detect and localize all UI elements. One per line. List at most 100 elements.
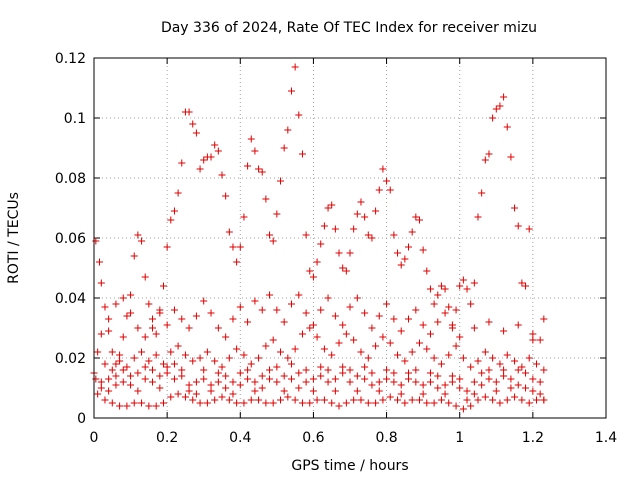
data-point xyxy=(123,402,131,410)
y-tick-label: 0.04 xyxy=(55,291,86,307)
data-point xyxy=(240,399,248,407)
data-point xyxy=(251,387,259,395)
data-point xyxy=(511,393,519,401)
data-point xyxy=(149,378,157,386)
data-point xyxy=(291,396,299,404)
data-point xyxy=(405,243,413,251)
data-point xyxy=(324,204,332,212)
data-point xyxy=(408,396,416,404)
data-point xyxy=(383,366,391,374)
data-point xyxy=(419,246,427,254)
data-point xyxy=(518,396,526,404)
data-point xyxy=(412,378,420,386)
data-point xyxy=(448,378,456,386)
data-point xyxy=(540,315,548,323)
data-point xyxy=(222,192,230,200)
data-point xyxy=(266,231,274,239)
data-point xyxy=(456,282,464,290)
data-point xyxy=(452,402,460,410)
data-point xyxy=(426,285,434,293)
data-point xyxy=(445,303,453,311)
data-point xyxy=(178,372,186,380)
data-point xyxy=(324,294,332,302)
data-point xyxy=(383,375,391,383)
data-point xyxy=(214,324,222,332)
data-point xyxy=(159,282,167,290)
data-point xyxy=(331,387,339,395)
data-point xyxy=(130,252,138,260)
data-point xyxy=(514,321,522,329)
data-point xyxy=(361,363,369,371)
data-point xyxy=(361,309,369,317)
data-point xyxy=(225,228,233,236)
data-point xyxy=(496,102,504,110)
data-point xyxy=(203,399,211,407)
data-point xyxy=(536,336,544,344)
data-point xyxy=(522,282,530,290)
y-tick-label: 0.06 xyxy=(55,231,86,247)
data-point xyxy=(478,369,486,377)
data-point xyxy=(262,342,270,350)
data-point xyxy=(540,366,548,374)
data-point xyxy=(434,318,442,326)
data-point xyxy=(236,303,244,311)
data-point xyxy=(386,339,394,347)
data-point xyxy=(478,189,486,197)
grid-lines xyxy=(94,58,606,418)
data-point xyxy=(309,387,317,395)
data-point xyxy=(273,363,281,371)
x-axis-label: GPS time / hours xyxy=(291,458,408,474)
data-point xyxy=(529,336,537,344)
data-point xyxy=(536,378,544,386)
data-point xyxy=(313,258,321,266)
data-point xyxy=(116,357,124,365)
data-point xyxy=(415,339,423,347)
data-point xyxy=(397,381,405,389)
data-point xyxy=(105,375,113,383)
data-point xyxy=(437,282,445,290)
data-point xyxy=(511,204,519,212)
data-point xyxy=(339,264,347,272)
data-point xyxy=(229,390,237,398)
data-point xyxy=(342,330,350,338)
data-point xyxy=(448,372,456,380)
data-point xyxy=(474,396,482,404)
data-point xyxy=(229,315,237,323)
y-tick-label: 0 xyxy=(77,411,86,427)
data-point xyxy=(470,378,478,386)
data-point xyxy=(503,123,511,131)
data-point xyxy=(287,300,295,308)
data-point xyxy=(233,258,241,266)
data-point xyxy=(525,225,533,233)
data-point xyxy=(280,387,288,395)
data-point xyxy=(119,378,127,386)
data-point xyxy=(123,363,131,371)
data-point xyxy=(353,294,361,302)
data-point xyxy=(163,363,171,371)
data-point xyxy=(328,351,336,359)
data-point xyxy=(452,342,460,350)
data-point xyxy=(192,390,200,398)
data-point xyxy=(394,396,402,404)
data-point xyxy=(130,354,138,362)
data-point xyxy=(412,213,420,221)
data-point xyxy=(244,375,252,383)
y-axis-label: ROTI / TECUs xyxy=(6,192,22,284)
data-point xyxy=(320,345,328,353)
data-point xyxy=(277,396,285,404)
data-point xyxy=(170,306,178,314)
data-point xyxy=(240,351,248,359)
data-point xyxy=(112,372,120,380)
data-point xyxy=(280,144,288,152)
data-point xyxy=(415,396,423,404)
data-point xyxy=(383,177,391,185)
data-point xyxy=(434,384,442,392)
data-point xyxy=(346,366,354,374)
data-point xyxy=(214,378,222,386)
data-point xyxy=(485,366,493,374)
data-point xyxy=(170,207,178,215)
data-point xyxy=(138,237,146,245)
data-point xyxy=(500,93,508,101)
x-tick-label: 0.6 xyxy=(302,430,324,446)
data-point xyxy=(302,231,310,239)
